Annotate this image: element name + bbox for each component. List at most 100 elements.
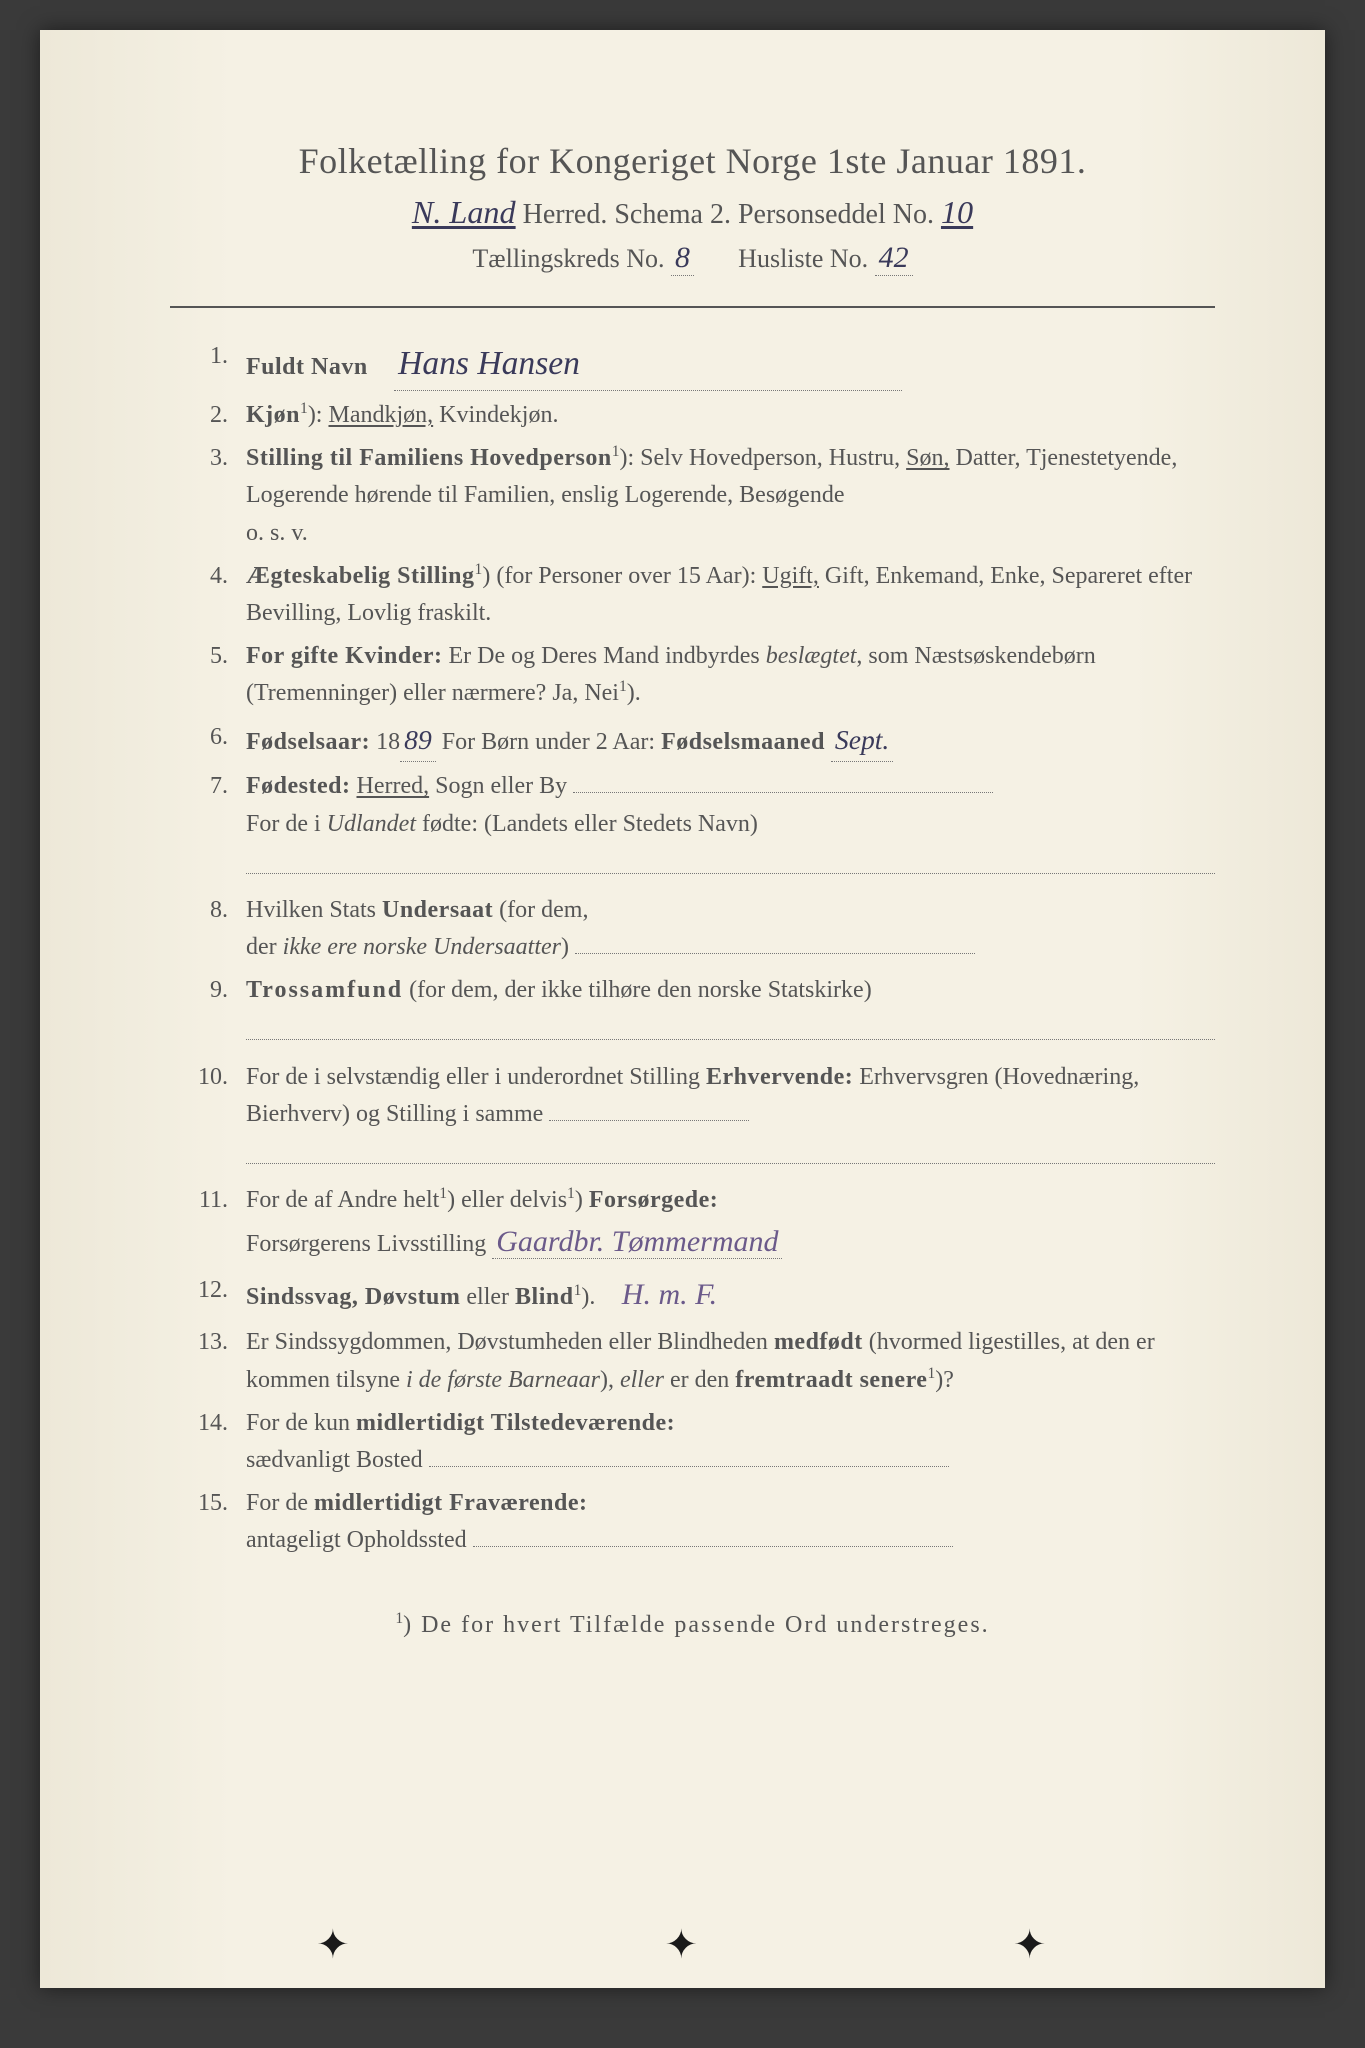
q11-text2: ) eller delvis (447, 1187, 567, 1213)
q7-row: 7. Fødested: Herred, Sogn eller By For d… (170, 768, 1215, 842)
q3-sup: 1 (612, 443, 620, 460)
q4-content: Ægteskabelig Stilling1) (for Personer ov… (246, 558, 1215, 632)
q5-text: Er De og Deres Mand indbyrdes (443, 643, 766, 669)
q15-t1: For de (246, 1490, 314, 1516)
taellingskreds-no-handwritten: 8 (671, 241, 694, 276)
q4-under: Ugift, (762, 563, 819, 589)
q11-num: 11. (170, 1182, 246, 1219)
q13-t1: Er Sindssygdommen, Døvstumheden eller Bl… (246, 1329, 774, 1355)
q2-sup: 1 (300, 400, 308, 417)
title-line-3: Tællingskreds No. 8 Husliste No. 42 (170, 241, 1215, 276)
q3-num: 3. (170, 440, 246, 477)
q8-bold: Undersaat (382, 897, 493, 923)
q15-row: 15. For de midlertidigt Fraværende: anta… (170, 1485, 1215, 1559)
q10-content: For de i selvstændig eller i underordnet… (246, 1059, 1215, 1133)
q13-i1: i de første Barneaar (406, 1367, 600, 1393)
q5-content: For gifte Kvinder: Er De og Deres Mand i… (246, 638, 1215, 712)
pinholes: ✦ ✦ ✦ (40, 1927, 1325, 1963)
q6-year-hand: 89 (400, 719, 436, 763)
q2-underlined: Mandkjøn, (328, 402, 433, 428)
q11-hand: Gaardbr. Tømmermand (492, 1225, 782, 1259)
q5-num: 5. (170, 638, 246, 675)
q14-line2: sædvanligt Bosted (246, 1447, 423, 1473)
q1-value-handwritten: Hans Hansen (394, 338, 902, 391)
q5-sup: 1 (619, 678, 627, 695)
q15-num: 15. (170, 1485, 246, 1522)
herred-name-handwritten: N. Land (412, 194, 516, 231)
pinhole-right: ✦ (1013, 1927, 1049, 1963)
q12-hand: H. m. F. (622, 1278, 717, 1311)
q2-num: 2. (170, 397, 246, 434)
q8-line2b: ) (561, 934, 569, 960)
q12-sup: 1 (574, 1282, 582, 1299)
q6-prefix: 18 (370, 729, 400, 755)
q4-label: Ægteskabelig Stilling (246, 563, 475, 589)
blank-line-1 (246, 849, 1215, 874)
taellingskreds-label: Tællingskreds No. (472, 244, 664, 273)
header-rule (170, 306, 1215, 308)
q10-num: 10. (170, 1059, 246, 1096)
q6-label: Fødselsaar: (246, 729, 370, 755)
husliste-label: Husliste No. (738, 244, 868, 273)
q13-b2: fremtraadt senere (735, 1367, 927, 1393)
q13-t3: ), (600, 1367, 620, 1393)
q3-line1a: Selv Hovedperson, Hustru, (640, 445, 906, 471)
q4-row: 4. Ægteskabelig Stilling1) (for Personer… (170, 558, 1215, 632)
q12-label2: Blind (515, 1284, 574, 1310)
q14-bold: midlertidigt Tilstedeværende: (356, 1410, 675, 1436)
q14-num: 14. (170, 1405, 246, 1442)
footnote-text: ) De for hvert Tilfælde passende Ord und… (403, 1612, 990, 1638)
q14-dotted (429, 1442, 949, 1467)
personseddel-no-handwritten: 10 (941, 194, 973, 231)
pinhole-mid: ✦ (664, 1927, 700, 1963)
q3-line3: o. s. v. (246, 520, 308, 546)
q7-rest: Sogn eller By (429, 773, 567, 799)
q10-bold: Erhvervende: (706, 1064, 853, 1090)
q7-content: Fødested: Herred, Sogn eller By For de i… (246, 768, 1215, 842)
title-main: Folketælling for Kongeriget Norge 1ste J… (170, 140, 1215, 182)
q8-content: Hvilken Stats Undersaat (for dem, der ik… (246, 892, 1215, 966)
q8-ital: ikke ere norske Undersaatter (283, 934, 561, 960)
q7-under: Herred, (356, 773, 429, 799)
q3-row: 3. Stilling til Familiens Hovedperson1):… (170, 440, 1215, 552)
q4-paren: (for Personer over 15 Aar): (490, 563, 762, 589)
q13-t5: )? (935, 1367, 954, 1393)
q6-mid: For Børn under 2 Aar: (436, 729, 661, 755)
q2-row: 2. Kjøn1): Mandkjøn, Kvindekjøn. (170, 397, 1215, 434)
header-block: Folketælling for Kongeriget Norge 1ste J… (170, 140, 1215, 276)
q7-ital: Udlandet (327, 811, 416, 837)
scan-frame: Folketælling for Kongeriget Norge 1ste J… (0, 0, 1365, 2048)
q2-label: Kjøn (246, 402, 300, 428)
q7-num: 7. (170, 768, 246, 805)
q15-line2: antageligt Opholdssted (246, 1527, 467, 1553)
q9-row: 9. Trossamfund (for dem, der ikke tilhør… (170, 972, 1215, 1009)
q1-num: 1. (170, 338, 246, 375)
q6-num: 6. (170, 719, 246, 756)
blank-line-2 (246, 1015, 1215, 1040)
q9-content: Trossamfund (for dem, der ikke tilhøre d… (246, 972, 1215, 1009)
q8-row: 8. Hvilken Stats Undersaat (for dem, der… (170, 892, 1215, 966)
q14-content: For de kun midlertidigt Tilstedeværende:… (246, 1405, 1215, 1479)
q8-line1: Hvilken Stats (246, 897, 382, 923)
q2-content: Kjøn1): Mandkjøn, Kvindekjøn. (246, 397, 1215, 434)
q10-dotted (549, 1096, 749, 1121)
q7-dotted (573, 768, 993, 793)
q11-line2: Forsørgerens Livsstilling (246, 1231, 486, 1257)
q5-ital: beslægtet (766, 643, 857, 669)
q4-num: 4. (170, 558, 246, 595)
husliste-no-handwritten: 42 (875, 241, 913, 276)
q14-row: 14. For de kun midlertidigt Tilstedevære… (170, 1405, 1215, 1479)
pinhole-left: ✦ (316, 1927, 352, 1963)
document-paper: Folketælling for Kongeriget Norge 1ste J… (40, 30, 1325, 1988)
q6-row: 6. Fødselsaar: 1889 For Børn under 2 Aar… (170, 719, 1215, 763)
q10-blank (170, 1139, 1215, 1176)
q3-content: Stilling til Familiens Hovedperson1): Se… (246, 440, 1215, 552)
q9-blank (170, 1015, 1215, 1052)
q13-b1: medfødt (774, 1329, 863, 1355)
q13-content: Er Sindssygdommen, Døvstumheden eller Bl… (246, 1324, 1215, 1398)
q1-content: Fuldt Navn Hans Hansen (246, 338, 1215, 391)
q7-label: Fødested: (246, 773, 350, 799)
q11-sup2: 1 (567, 1185, 575, 1202)
q11-content: For de af Andre helt1) eller delvis1) Fo… (246, 1182, 1215, 1266)
q8-dotted (575, 929, 975, 954)
